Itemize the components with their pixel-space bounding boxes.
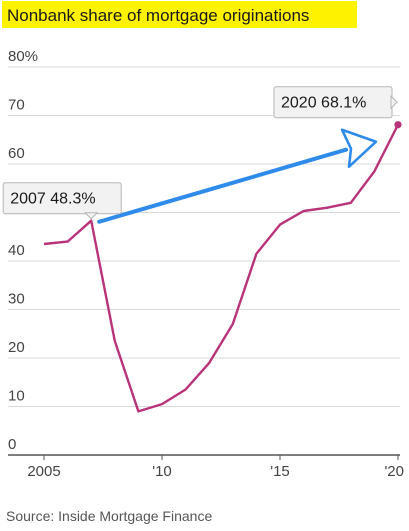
- x-tick-label-2005: 2005: [27, 463, 60, 480]
- grid-layer: [8, 66, 400, 456]
- annotations: 2007 48.3% 2020 68.1%: [2, 86, 398, 220]
- chart-title-group: Nonbank share of mortgage originations: [2, 1, 357, 28]
- annotation-label-2007: 2007 48.3%: [10, 191, 95, 208]
- y-tick-label-20: 20: [8, 339, 25, 356]
- source-note: Source: Inside Mortgage Finance: [6, 508, 212, 524]
- y-tick-label-40: 40: [8, 242, 25, 259]
- y-tick-label-30: 30: [8, 291, 25, 308]
- y-tick-label-70: 70: [8, 97, 25, 114]
- title-highlight: [2, 1, 357, 28]
- y-tick-label-10: 10: [8, 388, 25, 405]
- x-axis-ticks: 2005 '10 '15 '20: [27, 455, 404, 480]
- trend-arrow-shaft: [97, 147, 348, 224]
- y-tick-label-80: 80%: [8, 48, 38, 65]
- x-tick-label-2010: '10: [152, 463, 172, 480]
- annotation-label-2020: 2020 68.1%: [281, 95, 366, 112]
- annotation-pointer-2007: [83, 212, 99, 220]
- series-line-0: [43, 124, 400, 413]
- annotation-box-2007: [2, 182, 122, 215]
- series-layer: [43, 121, 402, 413]
- series-endpoint-marker: [394, 121, 402, 129]
- y-tick-label-0: 0: [8, 436, 16, 453]
- x-tick-label-2015: '15: [270, 463, 290, 480]
- annotation-pointer-2020: [390, 95, 398, 110]
- chart-title: Nonbank share of mortgage originations: [7, 6, 309, 25]
- x-tick-label-2020: '20: [384, 463, 404, 480]
- trend-arrow: [97, 128, 378, 224]
- trend-arrow-head: [340, 128, 378, 169]
- y-axis-ticks: 01020304050607080%: [8, 48, 38, 453]
- y-tick-label-60: 60: [8, 145, 25, 162]
